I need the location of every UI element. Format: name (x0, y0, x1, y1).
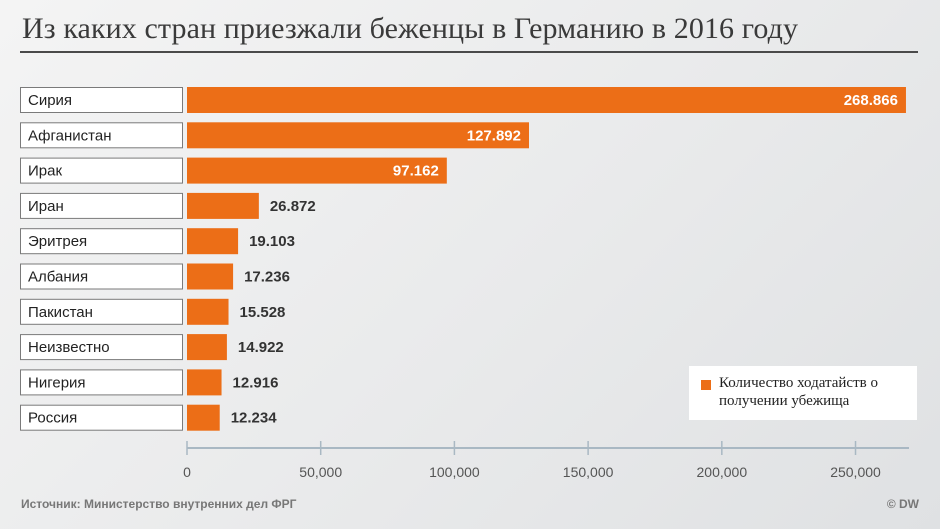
category-box (20, 122, 183, 149)
category-label: Россия (28, 410, 77, 427)
legend-label: Количество ходатайств о получении убежищ… (719, 375, 878, 409)
category-box (20, 192, 183, 219)
x-tick-label: 200,000 (697, 464, 748, 480)
data-label: 15.528 (240, 304, 286, 321)
category-label: Сирия (28, 92, 72, 109)
category-box (20, 157, 183, 184)
legend-swatch (701, 380, 711, 390)
bar (187, 192, 259, 219)
category-box (20, 404, 183, 431)
title-divider (20, 51, 918, 53)
category-box (20, 298, 183, 325)
category-label: Нигерия (28, 374, 86, 391)
category-label: Неизвестно (28, 339, 110, 356)
category-label: Пакистан (28, 304, 93, 321)
category-box (20, 263, 183, 290)
chart-title: Из каких стран приезжали беженцы в Герма… (22, 12, 799, 45)
bar (187, 228, 239, 255)
bar (187, 157, 447, 184)
data-label: 17.236 (244, 269, 290, 286)
category-label: Албания (28, 269, 88, 286)
category-label: Афганистан (28, 127, 112, 144)
category-label: Эритрея (28, 233, 87, 250)
category-label: Иран (28, 198, 64, 215)
bar (187, 334, 227, 361)
bar (187, 404, 220, 431)
x-tick-label: 150,000 (563, 464, 614, 480)
data-label: 97.162 (393, 163, 439, 180)
source-note: Источник: Министерство внутренних дел ФР… (21, 497, 297, 511)
data-label: 127.892 (467, 127, 521, 144)
bar (187, 87, 906, 113)
bar (187, 369, 222, 396)
x-tick-label: 0 (183, 464, 191, 480)
x-tick-label: 100,000 (429, 464, 480, 480)
credit: © DW (886, 497, 919, 511)
data-label: 19.103 (249, 233, 295, 250)
category-box (20, 369, 183, 396)
bar (187, 122, 529, 149)
category-label: Ирак (28, 163, 62, 180)
data-label: 268.866 (844, 92, 898, 109)
data-label: 12.234 (231, 410, 278, 427)
category-box (20, 87, 183, 113)
data-label: 12.916 (233, 374, 279, 391)
bar (187, 263, 234, 290)
bar (187, 298, 229, 325)
legend: Количество ходатайств о получении убежищ… (689, 366, 917, 420)
x-tick-label: 50,000 (299, 464, 342, 480)
x-tick-label: 250,000 (830, 464, 881, 480)
data-label: 26.872 (270, 198, 316, 215)
data-label: 14.922 (238, 339, 284, 356)
category-box (20, 228, 183, 255)
category-box (20, 334, 183, 361)
